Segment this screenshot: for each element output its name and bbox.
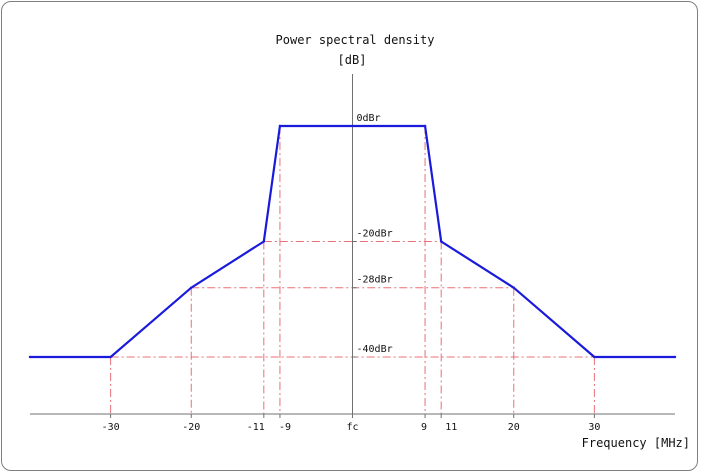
series-point-4	[278, 124, 282, 128]
labels: Power spectral density [dB] Frequency [M…	[102, 33, 690, 450]
y-level-label-1: -20dBr	[357, 229, 393, 240]
x-tick-label-1: -20	[182, 422, 200, 433]
series-point-1	[109, 355, 112, 359]
x-tick-label-0: -30	[102, 422, 120, 433]
x-tick-label-7: 20	[508, 422, 520, 433]
y-level-label-3: -40dBr	[357, 344, 393, 355]
axes	[30, 74, 675, 418]
x-tick-label-8: 30	[588, 422, 600, 433]
series-point-3	[262, 240, 266, 243]
x-tick-label-2: -11	[247, 422, 265, 433]
series-point-6	[439, 240, 443, 243]
series-point-7	[512, 286, 515, 289]
series-point-2	[190, 286, 193, 289]
x-tick-label-4: fc	[346, 422, 358, 433]
y-level-label-0: 0dBr	[357, 113, 381, 124]
y-axis-unit-label: [dB]	[338, 53, 367, 67]
chart-title: Power spectral density	[276, 33, 435, 47]
series-point-9	[673, 355, 677, 359]
series-group	[28, 124, 677, 359]
series-point-8	[593, 355, 596, 359]
series-point-0	[28, 355, 32, 359]
x-axis-label: Frequency [MHz]	[582, 436, 690, 450]
y-level-label-2: -28dBr	[357, 275, 393, 286]
series-line	[30, 124, 675, 359]
series-point-5	[423, 124, 427, 128]
x-tick-label-5: 9	[421, 422, 427, 433]
x-tick-label-3: -9	[279, 422, 291, 433]
x-tick-label-6: 11	[445, 422, 457, 433]
